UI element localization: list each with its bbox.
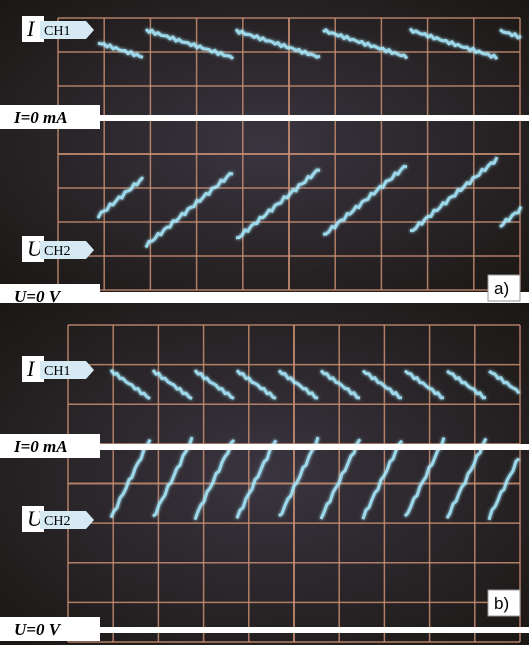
screen: [0, 303, 529, 645]
ch1-channel: CH1: [44, 364, 70, 379]
current-zero-label: I=0 mA: [13, 437, 68, 456]
page: I=0 mAU=0 VICH1UCH2a)I=0 mAU=0 VICH1UCH2…: [0, 0, 529, 645]
ch2-channel: CH2: [44, 244, 70, 259]
ch1-channel: CH1: [44, 24, 70, 39]
figure: I=0 mAU=0 VICH1UCH2a)I=0 mAU=0 VICH1UCH2…: [0, 0, 529, 645]
ch2-channel: CH2: [44, 514, 70, 529]
panel-label: a): [494, 279, 509, 298]
current-zero-label: I=0 mA: [13, 108, 68, 127]
panel-label: b): [494, 594, 509, 613]
voltage-zero-label: U=0 V: [14, 620, 62, 639]
